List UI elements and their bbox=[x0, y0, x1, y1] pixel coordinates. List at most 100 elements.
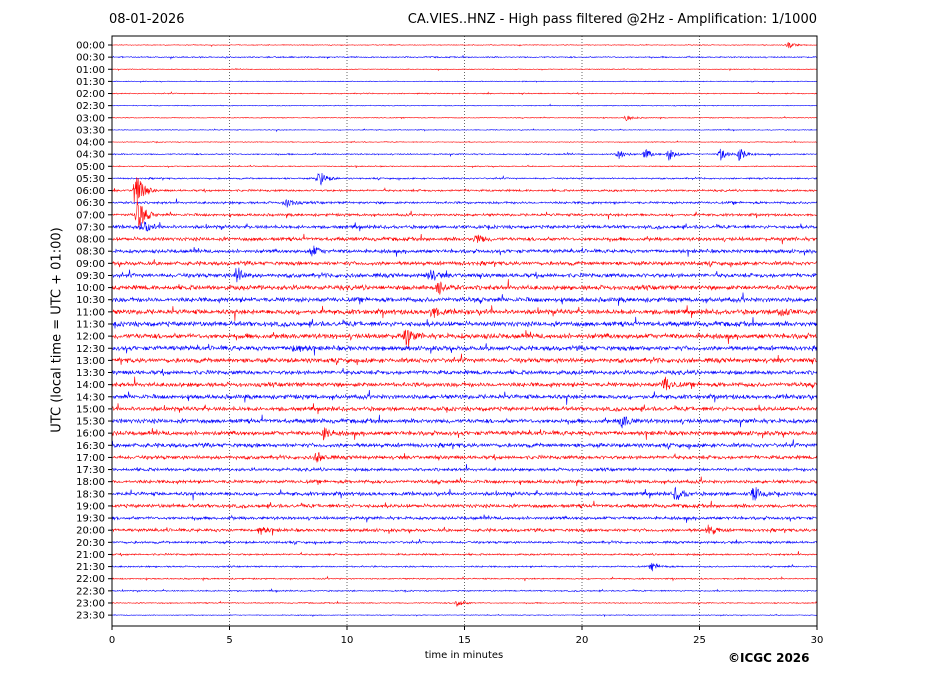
y-tick-label: 10:30 bbox=[76, 295, 105, 306]
x-tick-label: 20 bbox=[576, 635, 589, 646]
trace-0900 bbox=[111, 259, 818, 268]
y-tick-label: 18:30 bbox=[76, 489, 105, 500]
x-ticks: 0 5 10 15 20 25 30 bbox=[109, 626, 824, 646]
trace-0530 bbox=[111, 172, 818, 186]
x-axis-label: time in minutes bbox=[424, 650, 504, 661]
y-tick-label: 12:00 bbox=[76, 332, 105, 343]
y-tick-label: 21:00 bbox=[76, 550, 105, 561]
trace-2000 bbox=[111, 524, 818, 536]
trace-0600 bbox=[111, 177, 818, 203]
vertical-grid bbox=[229, 36, 700, 626]
trace-1130 bbox=[111, 316, 818, 329]
trace-1330 bbox=[111, 368, 818, 376]
trace-0230 bbox=[111, 103, 818, 107]
y-tick-label: 15:00 bbox=[76, 404, 105, 415]
trace-1800 bbox=[111, 476, 818, 487]
trace-2100 bbox=[111, 551, 818, 557]
x-tick-label: 30 bbox=[811, 635, 824, 646]
trace-0430 bbox=[111, 148, 818, 161]
y-tick-label: 06:30 bbox=[76, 198, 105, 209]
y-tick-labels: 00:0000:3001:0001:3002:0002:3003:0003:30… bbox=[76, 41, 112, 622]
x-tick-label: 0 bbox=[109, 635, 115, 646]
trace-0930 bbox=[111, 267, 818, 283]
trace-1930 bbox=[111, 514, 818, 523]
chart-date: 08-01-2026 bbox=[109, 12, 185, 27]
y-tick-label: 16:00 bbox=[76, 429, 105, 440]
y-tick-label: 12:30 bbox=[76, 344, 105, 355]
trace-1400 bbox=[111, 376, 818, 391]
y-tick-label: 10:00 bbox=[76, 283, 105, 294]
trace-2130 bbox=[111, 562, 818, 572]
trace-0500 bbox=[111, 164, 818, 169]
y-tick-label: 01:30 bbox=[76, 77, 105, 88]
y-tick-label: 07:00 bbox=[76, 210, 105, 221]
y-tick-label: 13:30 bbox=[76, 368, 105, 379]
trace-0030 bbox=[111, 55, 818, 60]
x-tick-label: 5 bbox=[226, 635, 232, 646]
trace-1230 bbox=[111, 343, 818, 356]
trace-1730 bbox=[111, 463, 818, 473]
y-tick-label: 02:30 bbox=[76, 101, 105, 112]
y-tick-label: 11:00 bbox=[76, 307, 105, 318]
y-tick-label: 17:30 bbox=[76, 465, 105, 476]
y-tick-label: 08:00 bbox=[76, 235, 105, 246]
trace-1900 bbox=[111, 500, 818, 510]
y-tick-label: 04:00 bbox=[76, 138, 105, 149]
trace-1700 bbox=[111, 452, 818, 463]
trace-1030 bbox=[111, 292, 818, 306]
trace-0700 bbox=[111, 199, 818, 228]
y-tick-label: 20:00 bbox=[76, 526, 105, 537]
trace-1500 bbox=[111, 403, 818, 415]
trace-2230 bbox=[111, 588, 818, 594]
y-tick-label: 02:00 bbox=[76, 89, 105, 100]
y-tick-label: 08:30 bbox=[76, 247, 105, 258]
y-tick-label: 14:30 bbox=[76, 392, 105, 403]
trace-1000 bbox=[111, 279, 818, 295]
trace-2030 bbox=[111, 538, 818, 546]
y-tick-label: 20:30 bbox=[76, 538, 105, 549]
copyright-label: ©ICGC 2026 bbox=[728, 651, 810, 665]
y-tick-label: 21:30 bbox=[76, 562, 105, 573]
y-tick-label: 01:00 bbox=[76, 65, 105, 76]
y-tick-label: 19:30 bbox=[76, 514, 105, 525]
x-tick-label: 10 bbox=[341, 635, 354, 646]
trace-1630 bbox=[111, 439, 817, 450]
trace-0200 bbox=[111, 91, 818, 96]
trace-1430 bbox=[111, 389, 818, 405]
y-tick-label: 23:00 bbox=[76, 598, 105, 609]
trace-0100 bbox=[111, 67, 818, 72]
y-tick-label: 15:30 bbox=[76, 417, 105, 428]
trace-1830 bbox=[111, 486, 818, 501]
trace-0830 bbox=[111, 245, 818, 257]
y-tick-label: 22:00 bbox=[76, 574, 105, 585]
y-tick-label: 03:30 bbox=[76, 125, 105, 136]
chart-title: CA.VIES..HNZ - High pass filtered @2Hz -… bbox=[407, 12, 817, 27]
trace-0800 bbox=[111, 233, 818, 245]
x-tick-label: 15 bbox=[458, 635, 471, 646]
trace-1100 bbox=[111, 305, 818, 321]
trace-1530 bbox=[111, 414, 818, 429]
trace-0630 bbox=[111, 198, 818, 208]
trace-1600 bbox=[111, 427, 818, 441]
trace-0400 bbox=[111, 140, 818, 144]
y-tick-label: 22:30 bbox=[76, 586, 105, 597]
trace-0130 bbox=[111, 80, 818, 83]
trace-0000 bbox=[111, 42, 818, 49]
y-tick-label: 00:30 bbox=[76, 53, 105, 64]
y-tick-label: 06:00 bbox=[76, 186, 105, 197]
y-tick-label: 07:30 bbox=[76, 222, 105, 233]
trace-1300 bbox=[111, 353, 818, 366]
trace-2330 bbox=[111, 613, 818, 618]
y-tick-label: 05:30 bbox=[76, 174, 105, 185]
y-tick-label: 09:30 bbox=[76, 271, 105, 282]
y-tick-label: 04:30 bbox=[76, 150, 105, 161]
y-tick-label: 09:00 bbox=[76, 259, 105, 270]
y-tick-label: 23:30 bbox=[76, 611, 105, 622]
trace-2200 bbox=[111, 575, 818, 582]
y-tick-label: 05:00 bbox=[76, 162, 105, 173]
y-tick-label: 16:30 bbox=[76, 441, 105, 452]
y-tick-label: 18:00 bbox=[76, 477, 105, 488]
trace-0730 bbox=[111, 221, 818, 232]
trace-group bbox=[111, 42, 818, 618]
